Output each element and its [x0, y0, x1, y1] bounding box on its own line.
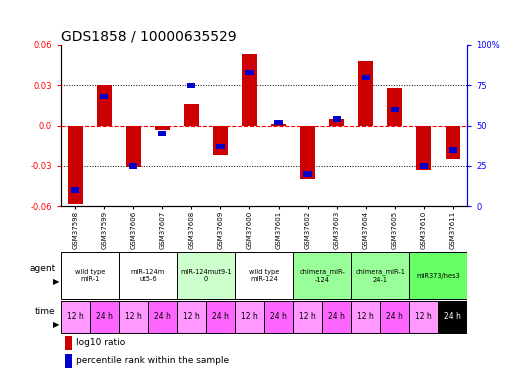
Text: 24 h: 24 h [386, 312, 403, 321]
Text: 12 h: 12 h [67, 312, 83, 321]
Bar [417, 126, 431, 170]
Text: ▶: ▶ [53, 277, 60, 286]
Bar [68, 126, 82, 204]
Bar [177, 252, 235, 299]
Bar [235, 252, 293, 299]
Bar [119, 301, 148, 333]
Bar [184, 104, 199, 126]
Bar [65, 354, 72, 368]
Text: 12 h: 12 h [299, 312, 316, 321]
Text: agent: agent [29, 264, 55, 273]
Text: percentile rank within the sample: percentile rank within the sample [76, 356, 229, 365]
Bar [177, 301, 206, 333]
Bar [293, 301, 322, 333]
Bar [359, 61, 373, 126]
Bar [100, 94, 108, 99]
Text: chimera_miR-1
24-1: chimera_miR-1 24-1 [355, 268, 405, 283]
Text: 24 h: 24 h [212, 312, 229, 321]
Bar [246, 70, 253, 75]
Bar [362, 75, 370, 80]
Bar [187, 82, 195, 88]
Text: ▶: ▶ [53, 320, 60, 329]
Bar [333, 117, 341, 122]
Bar [148, 301, 177, 333]
Text: log10 ratio: log10 ratio [76, 338, 126, 347]
Bar [90, 301, 119, 333]
Text: 24 h: 24 h [445, 312, 461, 321]
Bar [235, 301, 264, 333]
Bar [351, 252, 409, 299]
Bar [213, 126, 228, 155]
Bar [61, 301, 90, 333]
Text: 24 h: 24 h [154, 312, 171, 321]
Text: miR-124m
ut5-6: miR-124m ut5-6 [131, 269, 165, 282]
Text: 12 h: 12 h [241, 312, 258, 321]
Bar [264, 301, 293, 333]
Bar [155, 126, 169, 130]
Bar [322, 301, 351, 333]
Bar [420, 163, 428, 169]
Bar [446, 126, 460, 159]
Bar [304, 171, 312, 177]
Text: 12 h: 12 h [416, 312, 432, 321]
Bar [329, 119, 344, 126]
Text: 12 h: 12 h [125, 312, 142, 321]
Text: GDS1858 / 10000635529: GDS1858 / 10000635529 [61, 29, 237, 43]
Text: 24 h: 24 h [96, 312, 112, 321]
Bar [271, 124, 286, 126]
Bar [409, 252, 467, 299]
Bar [216, 144, 224, 149]
Text: miR373/hes3: miR373/hes3 [417, 273, 460, 279]
Bar [409, 301, 438, 333]
Bar [391, 107, 399, 112]
Bar [61, 252, 119, 299]
Text: 24 h: 24 h [270, 312, 287, 321]
Bar [388, 88, 402, 126]
Bar [351, 301, 380, 333]
Bar [242, 54, 257, 126]
Bar [65, 336, 72, 350]
Bar [126, 126, 140, 167]
Bar [300, 126, 315, 179]
Bar [158, 131, 166, 136]
Bar [449, 147, 457, 153]
Text: 12 h: 12 h [357, 312, 374, 321]
Text: 24 h: 24 h [328, 312, 345, 321]
Bar [71, 188, 79, 193]
Bar [438, 301, 467, 333]
Text: wild type
miR-1: wild type miR-1 [74, 269, 105, 282]
Text: 12 h: 12 h [183, 312, 200, 321]
Text: chimera_miR-
-124: chimera_miR- -124 [299, 268, 345, 283]
Text: miR-124mut9-1
0: miR-124mut9-1 0 [180, 269, 232, 282]
Text: wild type
miR-124: wild type miR-124 [249, 269, 279, 282]
Bar [206, 301, 235, 333]
Bar [129, 163, 137, 169]
Text: time: time [35, 308, 55, 316]
Bar [293, 252, 351, 299]
Bar [380, 301, 409, 333]
Bar [97, 86, 111, 126]
Bar [119, 252, 177, 299]
Bar [275, 120, 282, 125]
